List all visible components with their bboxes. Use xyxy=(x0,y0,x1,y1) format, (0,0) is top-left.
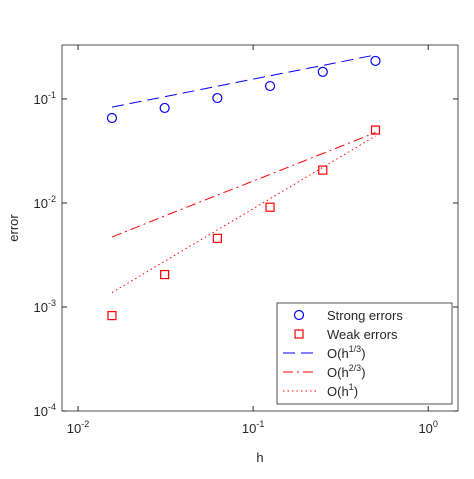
marker xyxy=(264,80,276,92)
x-axis-label: h xyxy=(256,450,263,465)
marker xyxy=(212,233,222,243)
series-line xyxy=(111,132,376,238)
y-axis-label: error xyxy=(6,214,21,242)
marker xyxy=(265,202,275,212)
marker xyxy=(212,92,223,104)
legend-label: O(h1/3) xyxy=(327,344,366,361)
x-tick-label: 100 xyxy=(418,419,437,436)
legend-label: Weak errors xyxy=(327,327,398,342)
x-tick-label: 10-1 xyxy=(242,419,264,436)
legend-label: Strong errors xyxy=(327,308,403,323)
marker xyxy=(370,55,381,67)
marker xyxy=(159,102,170,114)
series-line xyxy=(111,135,376,294)
marker xyxy=(317,66,328,77)
marker xyxy=(106,112,118,124)
y-tick-label: 10-3 xyxy=(34,298,56,315)
marker xyxy=(294,329,304,339)
marker xyxy=(318,165,328,175)
x-tick-label: 10-2 xyxy=(67,419,89,436)
marker xyxy=(370,125,381,135)
marker xyxy=(107,311,117,321)
marker xyxy=(160,269,170,280)
series-line xyxy=(111,54,376,108)
legend-label: O(h1) xyxy=(327,382,358,399)
marker xyxy=(293,309,305,321)
y-tick-label: 10-1 xyxy=(34,90,56,107)
y-tick-label: 10-2 xyxy=(34,194,56,211)
legend-label: O(h2/3) xyxy=(327,363,366,380)
y-tick-label: 10-4 xyxy=(34,402,56,419)
